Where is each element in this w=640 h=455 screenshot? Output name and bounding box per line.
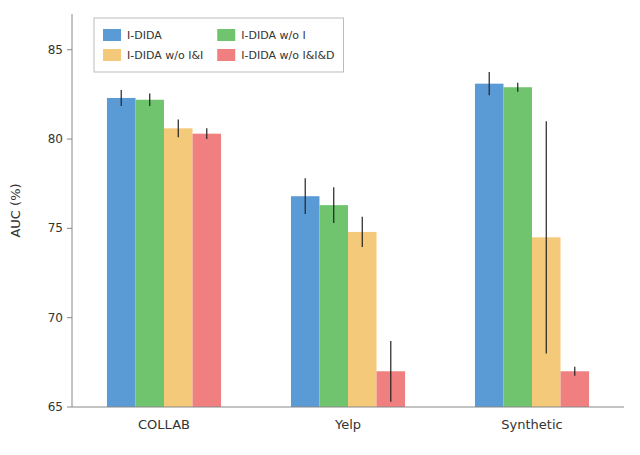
error-bar — [305, 178, 306, 214]
x-tick-label: Yelp — [334, 417, 361, 432]
error-bar — [574, 367, 575, 376]
legend-swatch — [103, 29, 121, 41]
error-bar — [546, 121, 547, 353]
y-tick-label: 65 — [48, 400, 63, 414]
bar — [164, 128, 193, 407]
y-tick — [67, 317, 72, 318]
bar — [348, 232, 377, 407]
error-bar — [333, 187, 334, 223]
y-tick — [67, 139, 72, 140]
bar — [319, 205, 348, 407]
x-tick-label: COLLAB — [138, 417, 190, 432]
legend-label: I-DIDA w/o I&I — [127, 49, 203, 62]
error-bar — [390, 341, 391, 402]
bar — [475, 84, 504, 407]
error-bar — [489, 72, 490, 95]
bar — [291, 196, 320, 407]
y-axis-line — [72, 14, 73, 407]
bar — [107, 98, 136, 407]
legend-swatch — [217, 49, 235, 61]
series — [135, 83, 532, 407]
y-tick — [67, 407, 72, 408]
legend-label: I-DIDA — [127, 29, 162, 42]
series — [164, 119, 561, 407]
y-tick-label: 85 — [48, 43, 63, 57]
error-bar — [149, 93, 150, 106]
error-bar — [206, 128, 207, 139]
y-axis: 65 70 75 80 85 — [48, 43, 72, 414]
error-bar — [178, 119, 179, 137]
bar — [561, 371, 590, 407]
legend-label: I-DIDA w/o I&I&D — [241, 49, 334, 62]
legend-label: I-DIDA w/o I — [241, 29, 305, 42]
plot-area — [107, 72, 589, 407]
legend-swatch — [103, 49, 121, 61]
bar — [503, 87, 532, 407]
x-axis-line — [72, 407, 624, 408]
x-axis: COLLAB Yelp Synthetic — [138, 417, 563, 432]
legend: I-DIDA I-DIDA w/o I I-DIDA w/o I&I I-DIDA w… — [94, 18, 344, 72]
y-tick-label: 80 — [48, 132, 63, 146]
error-bar — [517, 83, 518, 92]
chart: 65 70 75 80 85 AUC (%) COLLAB Yelp Synthetic I-DI… — [0, 0, 640, 455]
y-tick — [67, 49, 72, 50]
bar — [135, 100, 164, 407]
error-bar — [121, 90, 122, 106]
y-tick — [67, 228, 72, 229]
bar — [193, 134, 222, 407]
series — [107, 72, 504, 407]
x-tick-label: Synthetic — [501, 417, 562, 432]
series — [193, 128, 590, 407]
y-tick-label: 75 — [48, 221, 63, 235]
error-bar — [362, 217, 363, 247]
legend-box — [94, 18, 344, 72]
y-axis-label: AUC (%) — [8, 183, 23, 237]
y-tick-label: 70 — [48, 311, 63, 325]
legend-swatch — [217, 29, 235, 41]
